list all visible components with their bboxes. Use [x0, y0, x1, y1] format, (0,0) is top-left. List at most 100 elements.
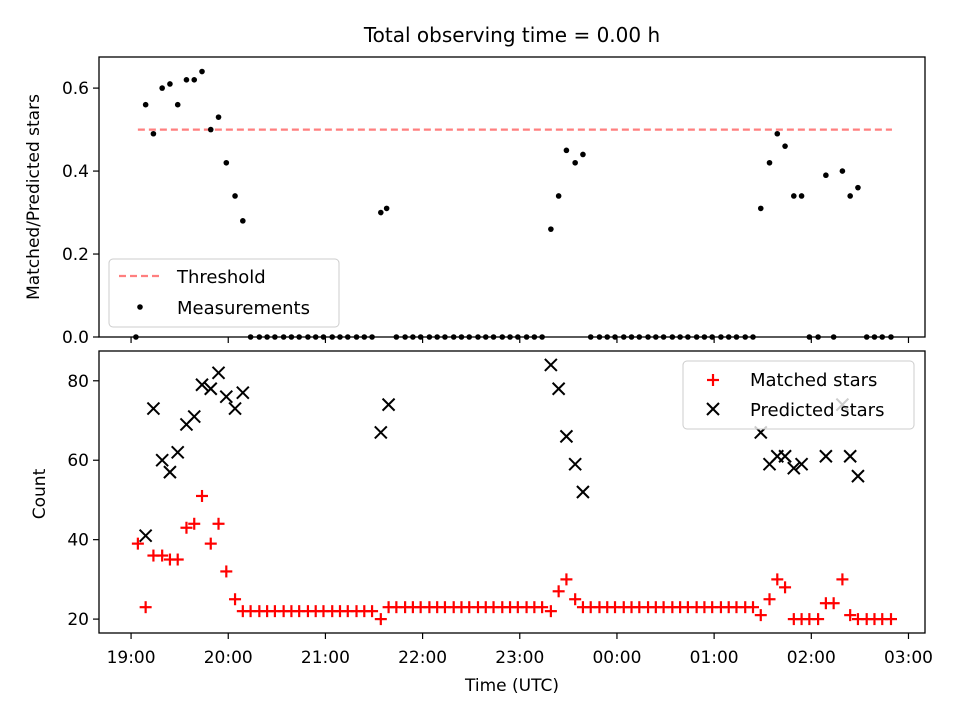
top-legend-box [108, 258, 340, 328]
matched-star-point [212, 517, 225, 530]
matched-star-point [827, 597, 840, 610]
bottom-y-tick-label: 60 [67, 451, 89, 471]
bottom-x-axis: 19:00 20:00 21:00 22:00 23:00 00:00 01:00 02:00… [107, 633, 933, 668]
top-legend: Threshold Measurements [108, 258, 340, 328]
matched-star-point [746, 601, 759, 614]
predicted-star-point [787, 461, 801, 475]
bottom-plot-area [131, 358, 897, 626]
bottom-y-tick-label: 20 [67, 610, 89, 630]
x-axis-label: Time (UTC) [464, 676, 559, 696]
matched-star-point [139, 601, 152, 614]
matched-star-point [836, 573, 849, 586]
predicted-star-point [236, 385, 250, 400]
x-tick-label: 21:00 [301, 648, 350, 668]
top-y-tick-label: 0.2 [62, 245, 89, 265]
matched-star-point [771, 573, 784, 586]
x-tick-label: 23:00 [495, 648, 544, 668]
x-tick-label: 02:00 [787, 648, 836, 668]
predicted-star-point [568, 457, 582, 471]
measurement-point [782, 143, 788, 149]
matched-star-point [220, 565, 233, 578]
figure-title: Total observing time = 0.00 h [363, 23, 660, 47]
matched-star-point [156, 549, 169, 562]
bottom-legend-box [682, 360, 915, 430]
predicted-star-point [794, 457, 809, 471]
predicted-star-point [219, 389, 234, 404]
matched-star-point [366, 605, 379, 618]
predicted-star-point [576, 485, 590, 499]
matched-star-point [569, 593, 582, 606]
measurement-point [774, 130, 781, 137]
matched-star-point [171, 553, 184, 566]
bottom-panel: 20 40 60 80 19:00 20:00 21:00 22:00 23:00 00:00 0… [30, 350, 933, 696]
measurement-point [839, 168, 846, 174]
measurement-point [223, 159, 230, 166]
predicted-star-point [843, 449, 857, 463]
measurements-legend-label: Measurements [177, 298, 310, 319]
matched-star-point [763, 593, 776, 606]
bottom-y-axis: 20 40 60 80 [67, 372, 99, 630]
bottom-y-tick-label: 80 [67, 372, 89, 392]
matched-star-point [374, 613, 387, 626]
measurement-point [142, 101, 149, 108]
measurement-point [555, 193, 562, 199]
measurement-point [757, 205, 764, 212]
matched-star-point [754, 609, 767, 622]
matched-star-point [229, 593, 242, 606]
predicted-legend-marker [706, 402, 720, 416]
top-y-axis: 0.0 0.2 0.4 0.6 [62, 79, 99, 348]
matched-star-point [884, 613, 897, 626]
predicted-star-point [374, 425, 388, 440]
predicted-star-point [138, 528, 153, 543]
measurement-point [580, 151, 586, 158]
measurement-point [823, 172, 829, 179]
measurement-point [150, 130, 157, 137]
x-tick-label: 01:00 [690, 648, 739, 668]
matched-star-point [536, 601, 549, 614]
predicted-star-point [551, 382, 566, 396]
predicted-legend-label: Predicted stars [750, 400, 884, 421]
predicted-star-point [819, 449, 833, 463]
matched-star-point [180, 521, 193, 534]
bottom-y-axis-label: Count [30, 468, 50, 519]
matched-star-point [560, 573, 573, 586]
measurement-point [766, 159, 773, 166]
measurement-point [207, 126, 214, 133]
bottom-axes-frame [98, 350, 926, 634]
measurement-point [183, 77, 190, 83]
measurement-point [383, 205, 390, 212]
bottom-legend: Matched stars Predicted stars [682, 360, 915, 430]
predicted-star-point [155, 453, 169, 467]
x-tick-label: 19:00 [107, 648, 156, 668]
matched-star-point [844, 609, 857, 622]
top-y-tick-label: 0.0 [62, 328, 89, 348]
matched-star-point [131, 537, 144, 550]
top-y-axis-label: Matched/Predicted stars [24, 94, 44, 300]
x-tick-label: 03:00 [884, 648, 933, 668]
measurement-point [855, 184, 861, 191]
top-panel: 0.0 0.2 0.4 0.6 Matched/Predicted stars Thr… [24, 56, 926, 348]
matched-star-point [544, 605, 557, 618]
top-axes-frame [98, 56, 926, 338]
top-y-tick-label: 0.6 [62, 79, 89, 99]
top-x-ticks [130, 337, 910, 343]
measurement-point [191, 77, 198, 83]
predicted-star-point [559, 429, 574, 444]
measurement-point [174, 101, 181, 108]
measurement-point [215, 114, 222, 120]
predicted-star-point [381, 397, 396, 412]
matched-legend-marker [707, 374, 719, 386]
predicted-star-point [778, 449, 792, 463]
predicted-star-point [195, 378, 209, 392]
predicted-star-point [544, 358, 558, 372]
matched-star-point [552, 585, 565, 598]
threshold-legend-label: Threshold [176, 267, 266, 288]
predicted-star-point [187, 409, 201, 424]
predicted-star-point [146, 401, 161, 416]
predicted-star-point [171, 445, 185, 459]
matched-legend-label: Matched stars [750, 370, 877, 391]
measurement-point [548, 226, 554, 232]
predicted-star-point [163, 465, 177, 479]
measurement-point [798, 193, 805, 199]
